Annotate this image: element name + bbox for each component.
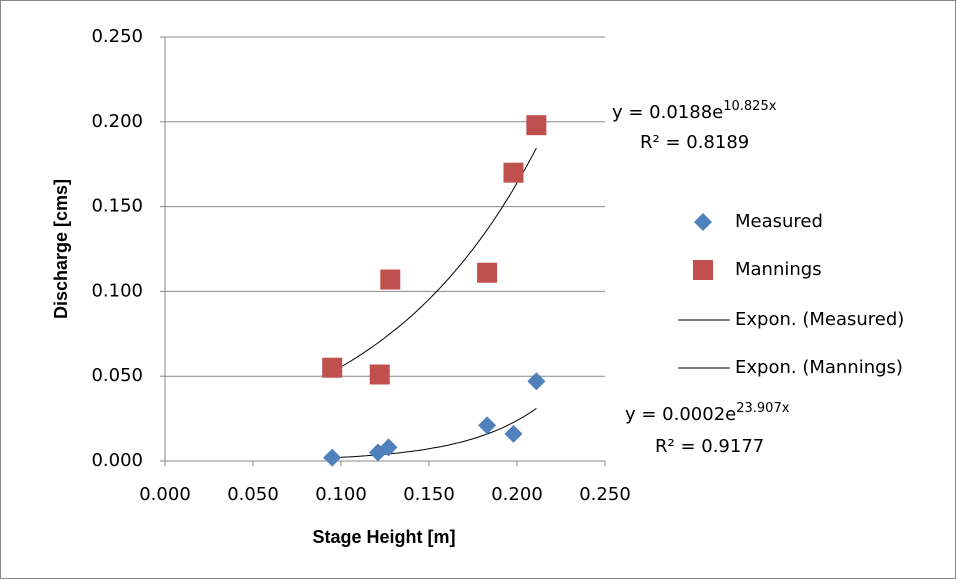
trendline-equation: y = 0.0002e23.907x [625, 401, 790, 426]
x-tick-label: 0.100 [315, 484, 367, 505]
equation-exponent: 23.907x [736, 401, 789, 416]
point [323, 448, 342, 467]
trendline-r2: R² = 0.9177 [655, 436, 764, 457]
point [527, 372, 546, 391]
x-tick-label: 0.000 [139, 484, 191, 505]
point [379, 438, 398, 457]
legend-label: Mannings [735, 259, 822, 280]
point [322, 357, 343, 378]
x-tick-label: 0.150 [403, 484, 455, 505]
trendline-equation: y = 0.0188e10.825x [612, 99, 777, 124]
point [526, 115, 547, 136]
y-tick-label: 0.000 [91, 450, 143, 471]
legend-label: Measured [735, 211, 823, 232]
trendline [331, 147, 537, 373]
equation-base: y = 0.0002e [625, 404, 736, 425]
y-tick-label: 0.050 [91, 365, 143, 386]
point [478, 416, 497, 435]
point [380, 269, 401, 290]
x-axis-label: Stage Height [m] [312, 527, 455, 547]
y-tick-label: 0.200 [91, 111, 143, 132]
y-tick-label: 0.150 [91, 196, 143, 217]
legend-label: Expon. (Mannings) [735, 357, 903, 378]
equation-exponent: 10.825x [723, 99, 776, 114]
x-tick-label: 0.200 [491, 484, 543, 505]
point [504, 424, 523, 443]
legend-label: Expon. (Measured) [735, 309, 904, 330]
equation-base: y = 0.0188e [612, 102, 723, 123]
point [369, 364, 390, 385]
x-tick-label: 0.250 [579, 484, 631, 505]
y-tick-label: 0.250 [91, 26, 143, 47]
y-axis-label: Discharge [cms] [51, 179, 71, 319]
legend-marker [694, 213, 712, 231]
trendline [332, 407, 537, 459]
y-tick-label: 0.100 [91, 280, 143, 301]
legend-marker [693, 260, 713, 280]
point [477, 262, 498, 283]
x-tick-label: 0.050 [227, 484, 279, 505]
point [503, 162, 524, 183]
trendline-r2: R² = 0.8189 [640, 132, 749, 153]
